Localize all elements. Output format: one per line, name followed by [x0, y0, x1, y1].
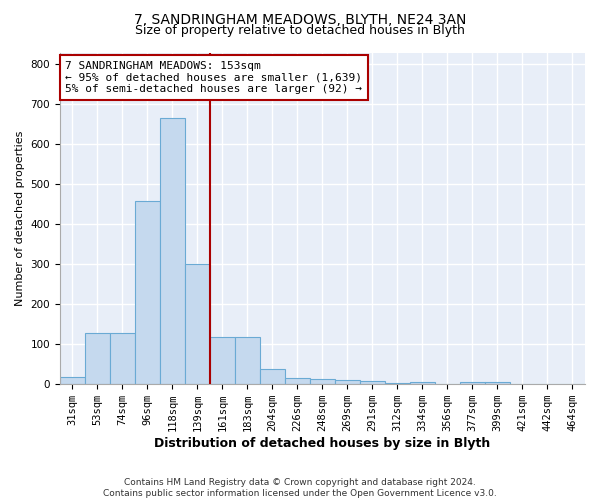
Bar	[110, 333, 135, 384]
Bar	[135, 201, 160, 384]
Bar	[285, 378, 310, 384]
Y-axis label: Number of detached properties: Number of detached properties	[15, 130, 25, 306]
Bar	[360, 382, 385, 384]
Bar	[185, 264, 210, 384]
Bar	[60, 377, 85, 384]
Bar	[260, 370, 285, 384]
Text: 7, SANDRINGHAM MEADOWS, BLYTH, NE24 3AN: 7, SANDRINGHAM MEADOWS, BLYTH, NE24 3AN	[134, 12, 466, 26]
Bar	[85, 334, 110, 384]
Bar	[460, 382, 485, 384]
Text: 7 SANDRINGHAM MEADOWS: 153sqm
← 95% of detached houses are smaller (1,639)
5% of: 7 SANDRINGHAM MEADOWS: 153sqm ← 95% of d…	[65, 61, 362, 94]
Bar	[335, 380, 360, 384]
Text: Size of property relative to detached houses in Blyth: Size of property relative to detached ho…	[135, 24, 465, 37]
Bar	[310, 378, 335, 384]
Bar	[210, 338, 235, 384]
Bar	[485, 382, 510, 384]
X-axis label: Distribution of detached houses by size in Blyth: Distribution of detached houses by size …	[154, 437, 491, 450]
Bar	[160, 118, 185, 384]
Bar	[410, 382, 435, 384]
Bar	[235, 338, 260, 384]
Text: Contains HM Land Registry data © Crown copyright and database right 2024.
Contai: Contains HM Land Registry data © Crown c…	[103, 478, 497, 498]
